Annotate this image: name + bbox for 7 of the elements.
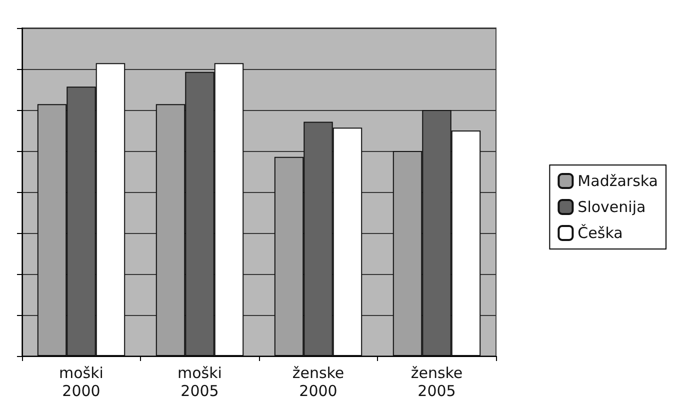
x-tick-label: moški 2005 [178, 364, 222, 400]
x-tick-label: ženske 2005 [410, 364, 463, 400]
legend-label: Madžarska [578, 172, 658, 190]
x-tick-label: ženske 2000 [292, 364, 344, 400]
legend-label: Slovenija [578, 198, 646, 216]
legend-label: Češka [578, 224, 623, 242]
x-tick-label: moški 2000 [59, 364, 104, 400]
